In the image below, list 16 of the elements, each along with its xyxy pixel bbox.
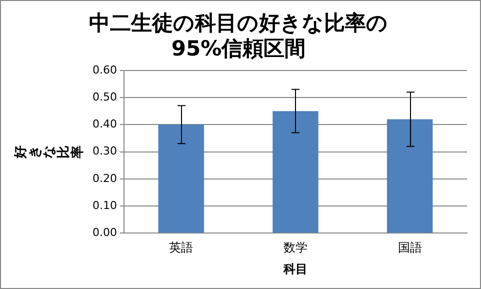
x-tick-label: 数学 (283, 240, 308, 255)
y-tick-label: 0.00 (92, 226, 117, 240)
y-tick-label: 0.50 (92, 90, 117, 104)
x-axis-title: 科目 (282, 262, 308, 276)
bar (386, 119, 433, 233)
y-tick-label: 0.60 (92, 63, 117, 76)
y-axis-title: 好きな比率 (14, 145, 86, 160)
x-tick-label: 国語 (398, 240, 422, 255)
y-tick-label: 0.30 (92, 144, 117, 158)
x-tick-label: 英語 (169, 240, 194, 255)
y-tick-label: 0.20 (92, 172, 117, 185)
bar (272, 111, 318, 233)
y-tick-label: 0.10 (92, 198, 117, 212)
chart-title: 中二生徒の科目の好きな比率の 95%信頼区間 (89, 11, 388, 60)
y-tick-label: 0.40 (92, 118, 117, 131)
bar (158, 124, 204, 233)
